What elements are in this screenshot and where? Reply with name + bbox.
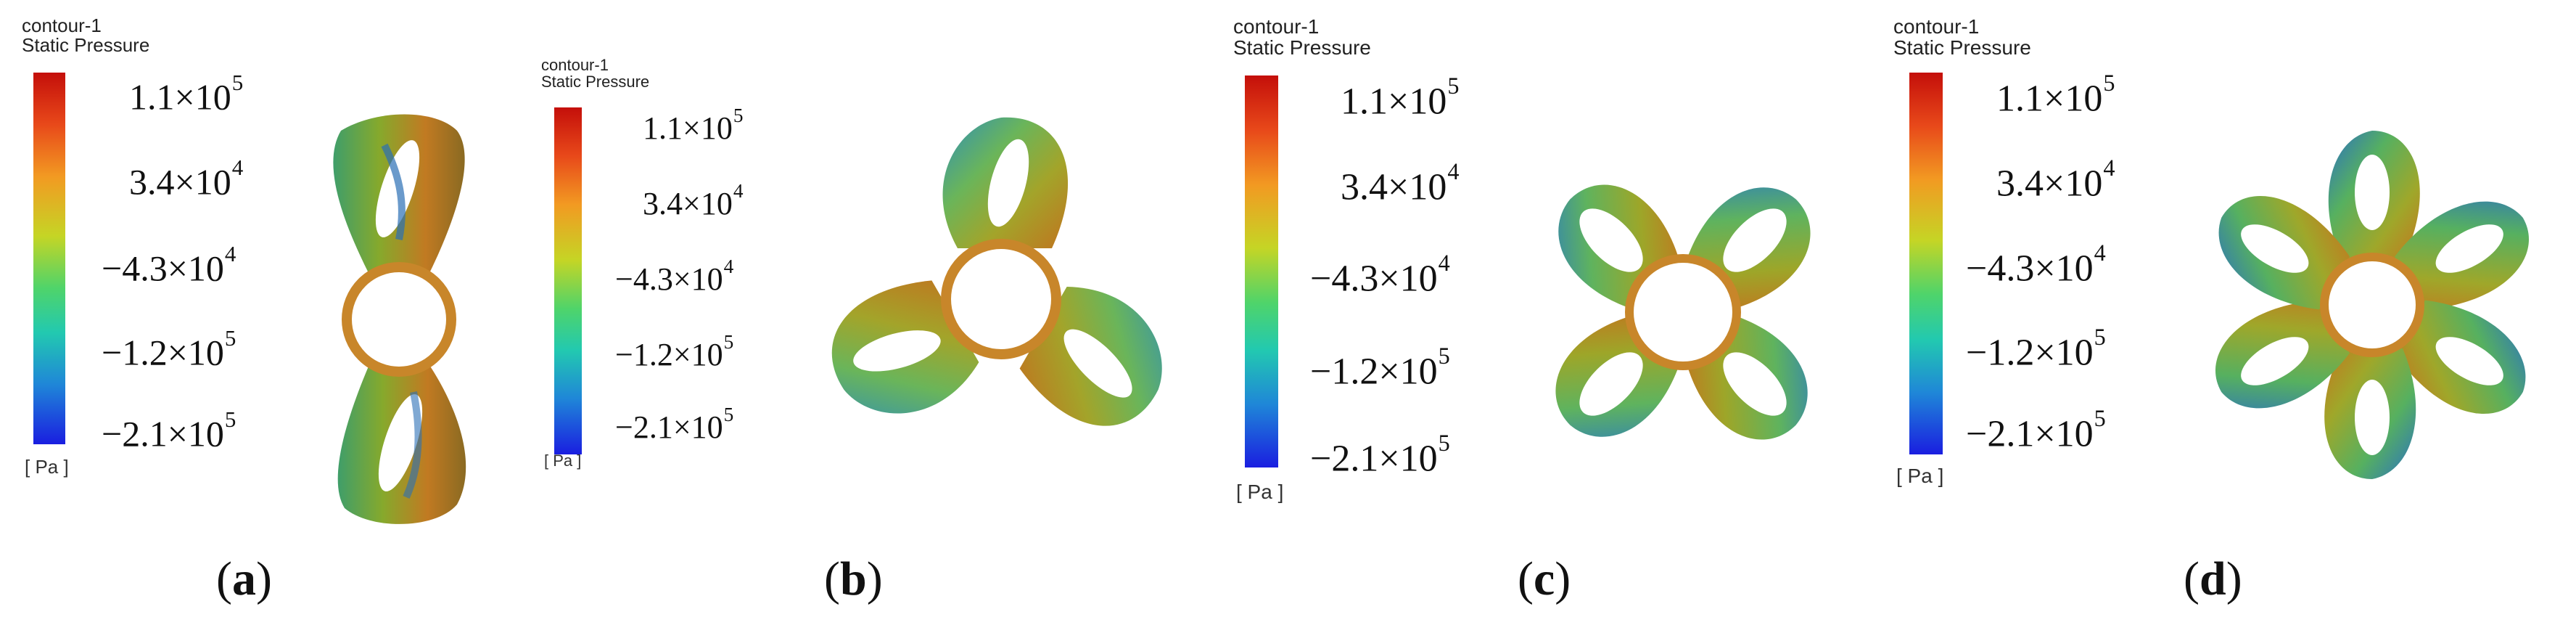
panel-a: contour-1 Static Pressure 1.1×105 3.4×10…: [0, 0, 508, 633]
legend-tick-5: −2.1×105: [102, 407, 236, 454]
legend-tick-4: −1.2×105: [102, 325, 236, 373]
legend-tick-3: −4.3×104: [102, 241, 236, 289]
blade-5: [2215, 300, 2350, 409]
legend-tick-2: 3.4×104: [1996, 155, 2115, 205]
blade-top: [333, 114, 465, 276]
legend-unit: [ Pa ]: [25, 456, 69, 478]
blade-2: [2394, 201, 2530, 310]
legend-title-line1: contour-1: [22, 15, 102, 36]
panel-b: contour-1 Static Pressure 1.1×105 3.4×10…: [508, 0, 1233, 633]
legend-tick-5: −2.1×105: [1310, 430, 1450, 480]
legend-tick-4: −1.2×105: [615, 331, 734, 373]
hub-ring: [1625, 254, 1741, 370]
pressure-colorbar: [1245, 75, 1278, 467]
turbine-3-blade: [831, 117, 1162, 426]
blade-1: [2328, 131, 2420, 261]
legend-tick-1: 1.1×105: [1341, 73, 1460, 123]
legend-tick-4: −1.2×105: [1310, 343, 1450, 393]
hub-ring: [941, 239, 1061, 359]
blade-bottom: [337, 363, 466, 524]
panel-caption: (b): [824, 552, 883, 605]
legend-tick-5: −2.1×105: [615, 404, 734, 446]
legend-tick-1: 1.1×105: [1996, 70, 2115, 120]
blade-3: [831, 280, 979, 414]
legend-title-line1: contour-1: [1233, 15, 1320, 38]
legend-title-line1: contour-1: [541, 56, 609, 74]
legend-title-line2: Static Pressure: [1233, 36, 1371, 60]
legend-tick-3: −4.3×104: [1310, 250, 1450, 300]
turbine-6-blade: [2215, 131, 2530, 479]
blade-1: [942, 117, 1069, 248]
legend-title-line2: Static Pressure: [1893, 36, 2031, 60]
blade-6: [2218, 196, 2350, 310]
blade-3: [2394, 300, 2526, 414]
pressure-colorbar: [554, 107, 582, 454]
legend-tick-1: 1.1×105: [643, 105, 744, 147]
legend-title: contour-1 Static Pressure: [1893, 16, 2031, 59]
turbine-2-blade: [333, 114, 466, 524]
panel-caption: (a): [216, 552, 272, 605]
panel-caption: (c): [1518, 552, 1571, 605]
panel-c: contour-1 Static Pressure 1.1×105 3.4×10…: [1233, 0, 1886, 633]
legend-tick-2: 3.4×104: [643, 180, 744, 222]
legend-title: contour-1 Static Pressure: [22, 15, 150, 57]
legend-unit: [ Pa ]: [544, 452, 582, 470]
legend-tick-3: −4.3×104: [1966, 240, 2106, 290]
legend-tick-4: −1.2×105: [1966, 324, 2106, 374]
legend-title-line1: contour-1: [1893, 15, 1980, 38]
turbine-4-blade: [1555, 184, 1811, 440]
panel-caption: (d): [2184, 552, 2242, 605]
hub-ring: [342, 262, 456, 377]
legend-title-line2: Static Pressure: [541, 73, 650, 91]
legend-unit: [ Pa ]: [1896, 465, 1944, 487]
legend-tick-2: 3.4×104: [1341, 158, 1460, 208]
pressure-colorbar: [1909, 73, 1943, 454]
pressure-colorbar: [33, 73, 65, 444]
legend-tick-1: 1.1×105: [129, 70, 244, 118]
legend-title: contour-1 Static Pressure: [1233, 16, 1371, 59]
legend-tick-5: −2.1×105: [1966, 405, 2106, 455]
hub-ring: [2320, 253, 2424, 357]
blade-4: [2324, 348, 2416, 479]
legend-title: contour-1 Static Pressure: [541, 57, 649, 90]
legend-tick-3: −4.3×104: [615, 256, 734, 298]
legend-unit: [ Pa ]: [1236, 481, 1284, 503]
legend-tick-2: 3.4×104: [129, 155, 244, 203]
panel-d: contour-1 Static Pressure 1.1×105 3.4×10…: [1886, 0, 2576, 633]
legend-title-line2: Static Pressure: [22, 34, 150, 57]
